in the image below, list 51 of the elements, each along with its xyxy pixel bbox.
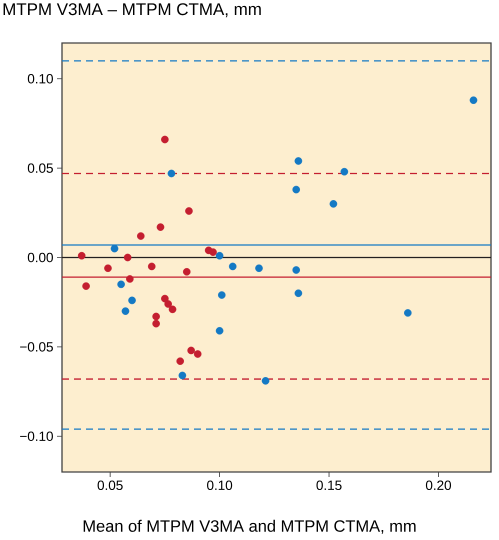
x-tick-label: 0.20 [426, 480, 452, 490]
point [218, 291, 226, 299]
point [340, 168, 348, 176]
point [137, 232, 145, 240]
point [330, 200, 338, 208]
point [156, 223, 164, 231]
x-axis-title: Mean of MTPM V3MA and MTPM CTMA, mm [84, 520, 416, 534]
point [185, 207, 193, 215]
point [161, 136, 169, 144]
point [122, 307, 130, 315]
point [124, 254, 132, 262]
point [176, 357, 184, 365]
point [262, 377, 270, 385]
point [104, 264, 112, 272]
point [182, 268, 191, 276]
y-tick-label: 0.10 [28, 74, 53, 84]
x-tick-label: 0.15 [316, 480, 342, 490]
point [292, 266, 300, 274]
point [209, 248, 217, 256]
point [168, 170, 176, 178]
point [148, 262, 156, 270]
point [82, 282, 90, 290]
point [194, 350, 202, 358]
point [78, 252, 86, 260]
point [126, 275, 134, 283]
point [110, 244, 118, 252]
point [128, 296, 136, 304]
point [164, 300, 172, 308]
point [294, 157, 302, 165]
x-tick-label: 0.05 [98, 480, 123, 490]
point [161, 294, 169, 302]
point [470, 96, 478, 104]
point [216, 326, 224, 335]
point [152, 312, 160, 320]
point [292, 186, 300, 194]
point [178, 372, 186, 380]
y-tick-label: −0.10 [20, 431, 53, 442]
point [117, 280, 125, 288]
y-tick-label: −0.05 [20, 342, 53, 352]
y-tick-label: 0.00 [28, 252, 53, 262]
y-axis-title: MTPM V3MA – MTPM CTMA, mm [4, 3, 261, 18]
point [168, 306, 176, 314]
y-tick-label: 0.05 [28, 163, 53, 173]
point [404, 309, 412, 317]
point [294, 289, 302, 298]
point [152, 320, 160, 328]
point [255, 264, 263, 272]
x-tick-label: 0.10 [207, 480, 232, 490]
point [187, 346, 195, 354]
point [216, 252, 224, 260]
point [228, 262, 237, 270]
